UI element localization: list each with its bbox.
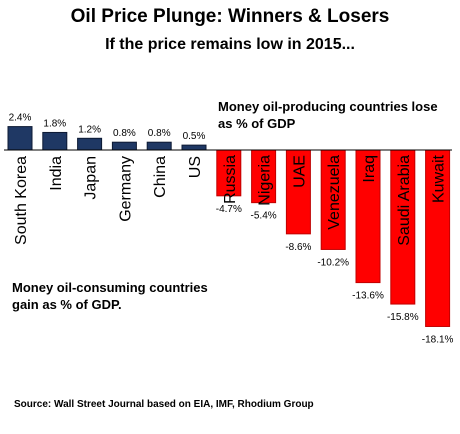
bar-russia	[216, 149, 242, 197]
value-label: -5.4%	[251, 211, 277, 222]
value-label: 0.8%	[113, 128, 136, 139]
category-label: South Korea	[13, 156, 30, 245]
bar-us	[181, 144, 207, 151]
category-label: Venezuela	[326, 155, 343, 230]
losers-note: Money oil-producing countries lose as % …	[218, 99, 438, 131]
category-label: US	[187, 156, 204, 178]
bar-japan	[77, 137, 103, 151]
bar-nigeria	[251, 149, 277, 204]
category-label: China	[152, 156, 169, 198]
value-label: 2.4%	[9, 113, 32, 124]
category-label: Kuwait	[431, 154, 448, 203]
value-label: -18.1%	[422, 334, 454, 345]
value-label: -13.6%	[352, 291, 384, 302]
category-label: Iraq	[361, 155, 378, 183]
bar-uae	[285, 149, 311, 235]
value-label: -4.7%	[216, 204, 242, 215]
chart-subtitle: If the price remains low in 2015...	[105, 36, 355, 53]
gainers-note: Money oil-consuming countries gain as % …	[12, 280, 208, 312]
value-label: -10.2%	[317, 257, 349, 268]
category-label: UAE	[291, 155, 308, 188]
category-label: Germany	[117, 156, 134, 222]
value-label: -8.6%	[285, 242, 311, 253]
value-label: -15.8%	[387, 312, 419, 323]
chart-title: Oil Price Plunge: Winners & Losers	[70, 6, 390, 27]
value-label: 1.8%	[43, 118, 66, 129]
bar-kuwait	[425, 149, 451, 327]
bar-south-korea	[7, 126, 33, 151]
category-label: Saudi Arabia	[396, 155, 413, 246]
bar-germany	[111, 141, 137, 151]
source-note: Source: Wall Street Journal based on EIA…	[14, 399, 314, 410]
category-label: Nigeria	[257, 155, 274, 206]
category-label: Russia	[222, 155, 239, 204]
category-label: India	[48, 156, 65, 191]
bar-india	[42, 131, 68, 151]
value-label: 1.2%	[78, 124, 101, 135]
category-label: Japan	[83, 156, 100, 200]
bar-china	[146, 141, 172, 151]
value-label: 0.5%	[183, 131, 206, 142]
value-label: 0.8%	[148, 128, 171, 139]
